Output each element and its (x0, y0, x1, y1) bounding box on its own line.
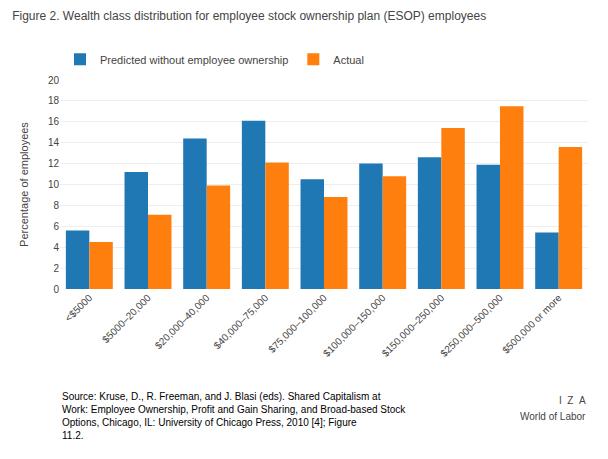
svg-text:$150,000–250,000: $150,000–250,000 (380, 292, 447, 359)
svg-text:18: 18 (48, 95, 60, 106)
svg-text:6: 6 (53, 221, 59, 232)
svg-text:I Z A: I Z A (559, 395, 586, 406)
svg-text:$100,000–150,000: $100,000–150,000 (321, 292, 388, 359)
svg-text:$250,000–500,000: $250,000–500,000 (438, 292, 505, 359)
svg-text:$75,000–100,000: $75,000–100,000 (266, 292, 329, 355)
svg-text:8: 8 (53, 200, 59, 211)
svg-text:10: 10 (48, 179, 60, 190)
svg-text:$20,000–40,000: $20,000–40,000 (153, 292, 212, 351)
svg-text:2: 2 (53, 263, 59, 274)
svg-text:World of Labor: World of Labor (520, 411, 586, 422)
svg-text:<$5000: <$5000 (63, 292, 95, 324)
svg-text:Source: Kruse, D., R. Freeman,: Source: Kruse, D., R. Freeman, and J. Bl… (62, 391, 406, 441)
svg-text:Predicted without employee own: Predicted without employee ownership (100, 54, 288, 66)
svg-text:Percentage of employees: Percentage of employees (18, 122, 30, 247)
svg-text:$40,000–75,000: $40,000–75,000 (211, 292, 270, 351)
svg-text:4: 4 (53, 242, 59, 253)
svg-text:20: 20 (48, 75, 60, 86)
svg-text:16: 16 (48, 116, 60, 127)
svg-text:Figure 2. Wealth class distrib: Figure 2. Wealth class distribution for … (12, 9, 486, 23)
svg-text:$500,000 or more: $500,000 or more (500, 292, 564, 356)
svg-text:12: 12 (48, 158, 60, 169)
svg-text:$5000–20,000: $5000–20,000 (100, 292, 153, 345)
svg-text:Actual: Actual (333, 54, 364, 66)
svg-text:14: 14 (48, 137, 60, 148)
svg-text:0: 0 (53, 284, 59, 295)
